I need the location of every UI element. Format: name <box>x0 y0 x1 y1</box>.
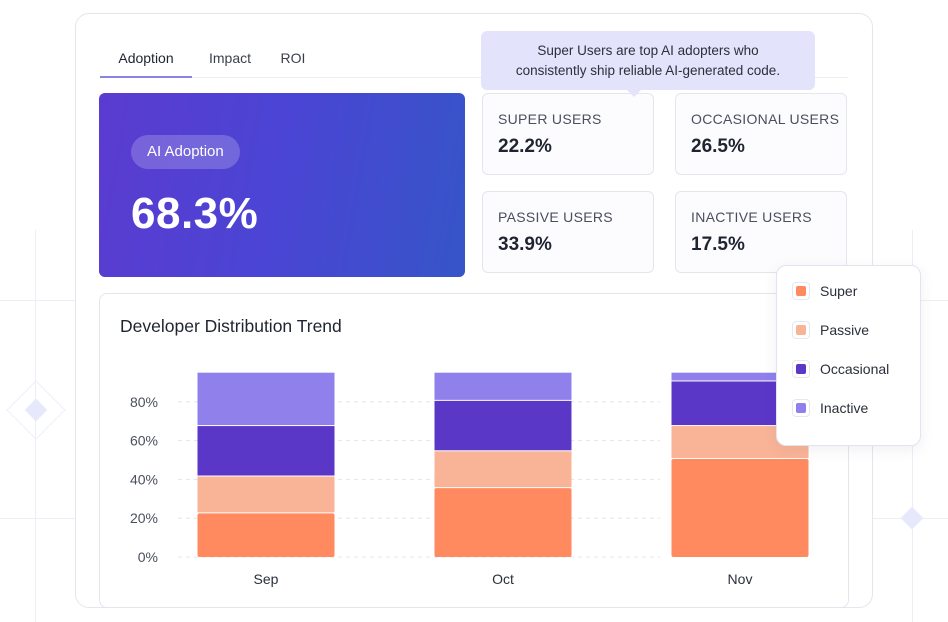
tab-impact[interactable]: Impact <box>208 50 251 66</box>
y-tick-label: 60% <box>130 433 158 449</box>
bar-inactive-nov[interactable] <box>671 372 809 381</box>
dashboard-card: Adoption Impact ROI AI Adoption 68.3% SU… <box>75 13 873 608</box>
ai-adoption-value: 68.3% <box>131 189 259 238</box>
super-users-stat[interactable]: SUPER USERS 22.2% <box>482 93 654 175</box>
distribution-chart: 0% 20% 40% 60% 80% Sep Oct Nov <box>130 372 809 587</box>
stat-value: 26.5% <box>691 136 745 157</box>
bg-grid-line <box>35 230 36 622</box>
stat-label: SUPER USERS <box>498 111 602 127</box>
stat-value: 17.5% <box>691 234 745 255</box>
y-tick-label: 40% <box>130 471 158 487</box>
y-tick-label: 20% <box>130 510 158 526</box>
legend-label: Occasional <box>820 361 890 377</box>
stat-label: INACTIVE USERS <box>691 209 812 225</box>
tab-bar: Adoption Impact ROI <box>100 42 848 78</box>
stat-label: OCCASIONAL USERS <box>691 111 840 127</box>
inactive-users-stat[interactable]: INACTIVE USERS 17.5% <box>675 191 847 273</box>
bar-inactive-sep[interactable] <box>197 372 335 426</box>
chart-title: Developer Distribution Trend <box>120 316 342 336</box>
y-tick-label: 0% <box>138 549 158 565</box>
tooltip-line: Super Users are top AI adopters who <box>537 43 759 58</box>
occasional-users-stat[interactable]: OCCASIONAL USERS 26.5% <box>675 93 847 175</box>
legend-label: Passive <box>820 322 870 338</box>
ai-adoption-label: AI Adoption <box>131 135 240 169</box>
chart-legend: Super Passive Occasional Inactive <box>776 265 921 446</box>
tab-roi[interactable]: ROI <box>280 50 306 66</box>
bg-diamond <box>900 506 924 530</box>
x-tick-label: Oct <box>492 571 514 587</box>
passive-users-stat[interactable]: PASSIVE USERS 33.9% <box>482 191 654 273</box>
y-tick-label: 80% <box>130 394 158 410</box>
bar-passive-oct[interactable] <box>434 451 572 488</box>
bar-occasional-sep[interactable] <box>197 426 335 476</box>
legend-swatch <box>792 321 810 339</box>
tooltip-line: consistently ship reliable AI-generated … <box>515 63 781 78</box>
bar-super-nov[interactable] <box>671 459 809 557</box>
legend-label: Inactive <box>820 400 869 416</box>
bar-super-sep[interactable] <box>197 513 335 557</box>
bar-passive-sep[interactable] <box>197 476 335 513</box>
super-users-tooltip: Super Users are top AI adopters who cons… <box>481 31 815 97</box>
stat-value: 22.2% <box>498 136 552 157</box>
x-tick-label: Sep <box>254 571 279 587</box>
bar-occasional-oct[interactable] <box>434 400 572 451</box>
ai-adoption-card: AI Adoption 68.3% <box>99 93 465 277</box>
bar-super-oct[interactable] <box>434 488 572 557</box>
legend-swatch <box>792 399 810 417</box>
stat-value: 33.9% <box>498 234 552 255</box>
bar-inactive-oct[interactable] <box>434 372 572 400</box>
stat-label: PASSIVE USERS <box>498 209 613 225</box>
tab-adoption[interactable]: Adoption <box>100 42 192 78</box>
legend-swatch <box>792 282 810 300</box>
x-tick-label: Nov <box>728 571 753 587</box>
legend-label: Super <box>820 283 858 299</box>
distribution-trend-card: Developer Distribution Trend 0% 20% 40% 60%… <box>99 293 849 608</box>
legend-swatch <box>792 360 810 378</box>
